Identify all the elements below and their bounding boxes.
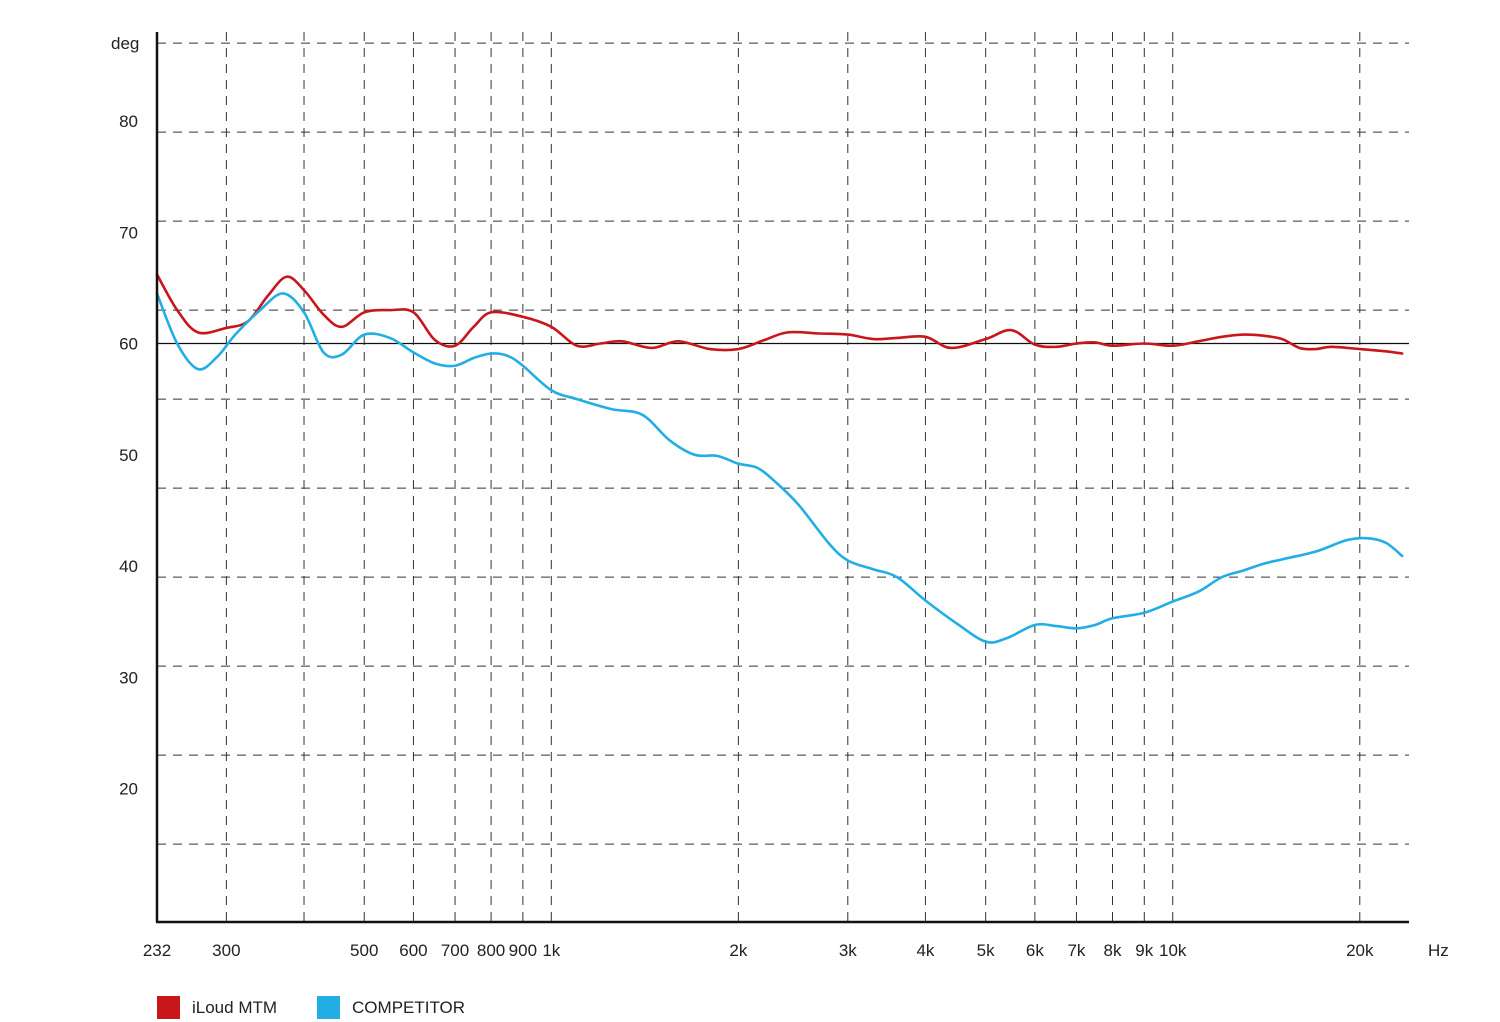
legend: iLoud MTM COMPETITOR [157, 996, 505, 1019]
x-tick-label: 4k [916, 941, 934, 960]
y-tick-labels: 80 70 60 50 40 30 20 [119, 112, 138, 799]
x-tick-labels: 232 300 500 600 700 800 900 1k 2k 3k 4k 5k 6k 7k 8k 9k 1… [143, 941, 1374, 960]
x-tick-label: 3k [839, 941, 857, 960]
x-tick-label: 2k [729, 941, 747, 960]
y-tick-label: 80 [119, 112, 138, 131]
y-tick-label: 50 [119, 446, 138, 465]
x-tick-label: 6k [1026, 941, 1044, 960]
y-tick-label: 30 [119, 668, 138, 687]
x-tick-label: 9k [1135, 941, 1153, 960]
x-tick-label: 1k [542, 941, 560, 960]
chart: 232 300 500 600 700 800 900 1k 2k 3k 4k 5k 6k 7k 8k 9k 1… [111, 32, 1449, 960]
series-layer [155, 273, 1409, 644]
x-tick-label: 232 [143, 941, 171, 960]
x-tick-label: 500 [350, 941, 378, 960]
x-tick-label: 600 [399, 941, 427, 960]
series-line-iloud-mtm [155, 273, 1404, 355]
legend-swatch-competitor [317, 996, 341, 1019]
x-tick-label: 5k [977, 941, 995, 960]
y-axis-label: deg [111, 34, 139, 53]
legend-label-competitor: COMPETITOR [352, 997, 466, 1017]
legend-label-iloud: iLoud MTM [192, 997, 278, 1017]
legend-item-competitor: COMPETITOR [317, 996, 465, 1019]
legend-item-iloud: iLoud MTM [157, 996, 277, 1019]
x-tick-label: 20k [1346, 941, 1374, 960]
x-tick-label: 7k [1067, 941, 1085, 960]
y-tick-label: 20 [119, 780, 138, 799]
series-line-competitor [155, 292, 1404, 644]
x-axis-label: Hz [1428, 941, 1449, 960]
y-tick-label: 70 [119, 223, 138, 242]
x-gridlines [225, 32, 1361, 922]
legend-swatch-iloud [157, 996, 180, 1019]
x-tick-label: 800 [477, 941, 505, 960]
x-tick-label: 8k [1104, 941, 1122, 960]
y-gridlines [157, 42, 1409, 845]
y-tick-label: 40 [119, 557, 138, 576]
x-tick-label: 300 [212, 941, 240, 960]
axes [155, 32, 1409, 924]
x-tick-label: 900 [509, 941, 537, 960]
y-tick-label: 60 [119, 335, 138, 354]
x-tick-label: 700 [441, 941, 469, 960]
x-tick-label: 10k [1159, 941, 1187, 960]
